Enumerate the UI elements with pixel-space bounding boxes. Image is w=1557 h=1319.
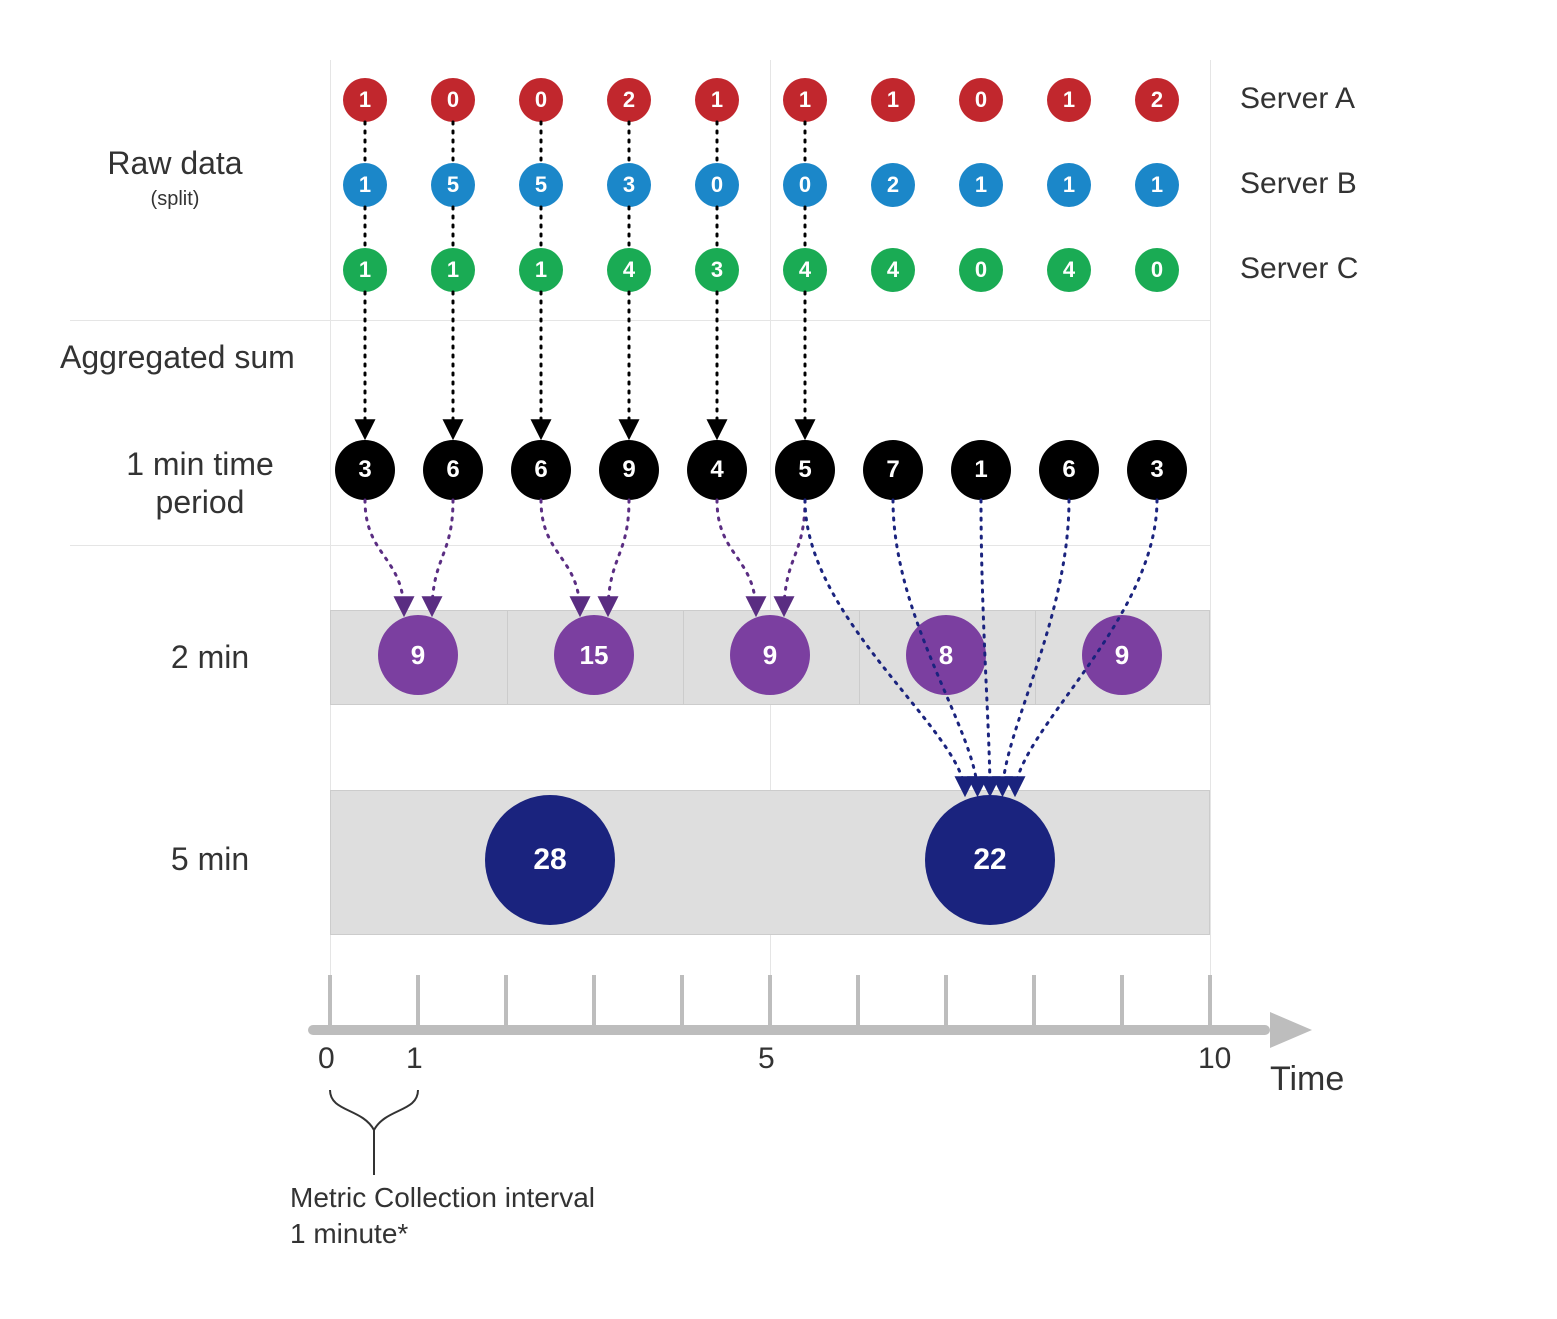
agg1min-0: 3 [335, 440, 395, 500]
datapoint-serverC-0: 1 [343, 248, 387, 292]
datapoint-serverA-8: 1 [1047, 78, 1091, 122]
one-min-label-line2: period [156, 484, 245, 520]
datapoint-serverB-7: 1 [959, 163, 1003, 207]
axis-tick-label: 0 [318, 1042, 335, 1076]
datapoint-serverB-0: 1 [343, 163, 387, 207]
axis-tick [944, 975, 948, 1030]
datapoint-serverB-1: 5 [431, 163, 475, 207]
time-axis [308, 1025, 1270, 1035]
datapoint-serverC-3: 4 [607, 248, 651, 292]
datapoint-serverA-2: 0 [519, 78, 563, 122]
datapoint-serverC-5: 4 [783, 248, 827, 292]
agg1min-6: 7 [863, 440, 923, 500]
datapoint-serverA-6: 1 [871, 78, 915, 122]
datapoint-serverC-6: 4 [871, 248, 915, 292]
agg1min-5: 5 [775, 440, 835, 500]
datapoint-serverC-2: 1 [519, 248, 563, 292]
datapoint-serverC-1: 1 [431, 248, 475, 292]
datapoint-serverA-9: 2 [1135, 78, 1179, 122]
five-min-label: 5 min [130, 840, 290, 878]
datapoint-serverB-4: 0 [695, 163, 739, 207]
datapoint-serverB-5: 0 [783, 163, 827, 207]
datapoint-serverA-7: 0 [959, 78, 1003, 122]
axis-tick [504, 975, 508, 1030]
metric-interval-caption: Metric Collection interval 1 minute* [290, 1180, 595, 1253]
guide-line [1210, 60, 1211, 1000]
axis-tick [592, 975, 596, 1030]
datapoint-serverB-8: 1 [1047, 163, 1091, 207]
datapoint-serverC-4: 3 [695, 248, 739, 292]
server-b-label: Server B [1240, 167, 1357, 201]
datapoint-serverA-5: 1 [783, 78, 827, 122]
one-min-label-line1: 1 min time [126, 446, 274, 482]
five-min-band [330, 790, 1210, 935]
agg1min-4: 4 [687, 440, 747, 500]
datapoint-serverB-6: 2 [871, 163, 915, 207]
axis-tick [416, 975, 420, 1030]
agg2min-1: 15 [554, 615, 634, 695]
agg2min-4: 9 [1082, 615, 1162, 695]
agg5min-1: 22 [925, 795, 1055, 925]
separator-line [70, 320, 1210, 321]
axis-tick-label: 1 [406, 1042, 423, 1076]
caption-line1: Metric Collection interval [290, 1182, 595, 1213]
axis-tick [328, 975, 332, 1030]
band-divider [683, 611, 684, 704]
rawdata-subtitle: (split) [70, 188, 280, 211]
agg1min-1: 6 [423, 440, 483, 500]
agg5min-0: 28 [485, 795, 615, 925]
separator-line [70, 545, 1210, 546]
rawdata-title: Raw data [70, 145, 280, 182]
axis-tick [1032, 975, 1036, 1030]
server-a-label: Server A [1240, 82, 1355, 116]
agg1min-9: 3 [1127, 440, 1187, 500]
axis-tick [768, 975, 772, 1030]
axis-tick-label: 5 [758, 1042, 775, 1076]
axis-title: Time [1270, 1060, 1344, 1099]
agg2min-2: 9 [730, 615, 810, 695]
axis-tick [680, 975, 684, 1030]
datapoint-serverC-9: 0 [1135, 248, 1179, 292]
datapoint-serverC-8: 4 [1047, 248, 1091, 292]
agg2min-0: 9 [378, 615, 458, 695]
agg1min-3: 9 [599, 440, 659, 500]
caption-line2: 1 minute* [290, 1218, 408, 1249]
datapoint-serverB-3: 3 [607, 163, 651, 207]
server-c-label: Server C [1240, 252, 1358, 286]
band-divider [859, 611, 860, 704]
axis-tick-label: 10 [1198, 1042, 1231, 1076]
datapoint-serverA-0: 1 [343, 78, 387, 122]
agg1min-7: 1 [951, 440, 1011, 500]
axis-tick [1208, 975, 1212, 1030]
datapoint-serverA-3: 2 [607, 78, 651, 122]
band-divider [507, 611, 508, 704]
datapoint-serverB-9: 1 [1135, 163, 1179, 207]
band-divider [1035, 611, 1036, 704]
agg2min-3: 8 [906, 615, 986, 695]
axis-tick [1120, 975, 1124, 1030]
rawdata-label: Raw data (split) [70, 145, 280, 211]
datapoint-serverA-4: 1 [695, 78, 739, 122]
aggregated-sum-label: Aggregated sum [60, 338, 310, 376]
agg1min-2: 6 [511, 440, 571, 500]
axis-tick [856, 975, 860, 1030]
one-min-label: 1 min time period [100, 445, 300, 522]
agg1min-8: 6 [1039, 440, 1099, 500]
datapoint-serverC-7: 0 [959, 248, 1003, 292]
datapoint-serverA-1: 0 [431, 78, 475, 122]
datapoint-serverB-2: 5 [519, 163, 563, 207]
two-min-label: 2 min [130, 638, 290, 676]
axis-arrowhead [1270, 1012, 1312, 1048]
